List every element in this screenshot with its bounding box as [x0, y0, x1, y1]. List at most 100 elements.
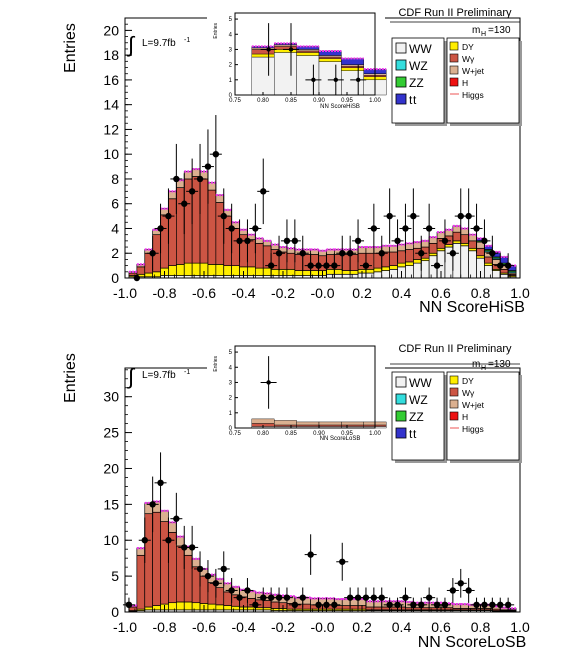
legend-label: H: [462, 412, 468, 422]
data-point: [489, 601, 496, 609]
y-tick-label: 10: [103, 146, 119, 162]
legend-label-second-letter: t: [413, 93, 417, 107]
y-tick-label: 4: [229, 365, 233, 371]
legend-swatch: [449, 411, 459, 421]
histogram-bar: [296, 421, 320, 426]
total-uncertainty-band: [128, 167, 517, 273]
histogram-bar: [349, 270, 359, 275]
data-point: [370, 594, 378, 601]
axes-frame: [234, 345, 376, 429]
histogram-bar: [152, 511, 161, 606]
x-axis: -1.0 -0.8 -0.6 -0.4 -0.2 -0.0 0.2 0.4 0.6 0.8 1.0: [113, 605, 530, 635]
mass-subscript: H: [481, 31, 486, 38]
lumi-label: L=9.7fb: [142, 38, 176, 49]
y-axis: 0 1 2 3 4 5: [229, 17, 238, 99]
mass-label: m H =130: [472, 25, 511, 38]
x-tick-label: 0.6: [431, 285, 451, 301]
data-point: [418, 250, 425, 257]
data-point: [125, 601, 133, 609]
legend: WW WZ ZZ t t DY Wγ W+jet H Higgs: [391, 371, 522, 463]
data-point: [346, 594, 354, 601]
data-point: [196, 565, 204, 573]
x-tick-label: 0.4: [392, 285, 412, 301]
lumi-label: L=9.7fb: [142, 370, 176, 381]
data-point: [449, 587, 457, 594]
histogram-bar: [296, 424, 320, 427]
x-tick-label: 0.2: [352, 619, 372, 635]
y-tick-label: 1: [229, 411, 233, 417]
data-point: [394, 237, 401, 245]
data-point: [204, 572, 212, 580]
legend-swatch: [395, 93, 407, 105]
total-uncertainty-band: [251, 42, 387, 71]
x-tick-label: 0.8: [471, 619, 491, 635]
legend-label: H: [462, 78, 468, 88]
histogram-bar: [215, 587, 225, 606]
data-point: [356, 77, 361, 83]
histogram-bar: [231, 228, 240, 266]
histogram-bar: [160, 521, 169, 605]
legend-label: W+jet: [462, 400, 485, 410]
y-tick-label: 20: [103, 22, 119, 38]
integral-sign: ∫: [126, 364, 136, 389]
x-tick-label: -0.2: [271, 619, 295, 635]
histogram-bar: [460, 245, 470, 279]
histogram-bar: [294, 254, 304, 271]
x-tick-label: -0.4: [231, 619, 255, 635]
histogram-bar: [341, 65, 364, 68]
histogram-bar: [389, 265, 398, 270]
histogram-bar: [468, 247, 477, 252]
histogram-bar: [428, 242, 438, 254]
histogram-bar: [302, 603, 312, 610]
histogram-bar: [270, 268, 280, 276]
histogram-bar: [274, 52, 297, 96]
legend-label: DY: [462, 376, 474, 386]
legend-swatch: [395, 76, 407, 88]
data-point: [266, 47, 271, 52]
histogram-bar: [436, 247, 446, 252]
data-point: [489, 250, 496, 257]
histogram-bar: [296, 46, 320, 50]
histogram-bar: [262, 600, 272, 609]
histogram-bar: [160, 214, 169, 269]
histogram-bar: [349, 254, 359, 271]
x-tick-label: 1.00: [369, 98, 381, 104]
y-tick-label: 25: [103, 424, 119, 440]
histogram-bar: [215, 264, 225, 276]
data-point: [244, 587, 251, 594]
histogram-bar: [389, 251, 398, 266]
x-axis: -1.0 -0.8 -0.6 -0.4 -0.2 -0.0 0.2 0.4 0.6 0.8 1.0: [113, 271, 530, 301]
histogram-bar: [294, 270, 304, 276]
x-tick-label: 0.95: [341, 98, 353, 104]
data-point: [149, 501, 156, 508]
data-point: [449, 250, 457, 257]
histogram-bar: [286, 252, 296, 270]
series-wjet: [128, 168, 517, 275]
data-point: [333, 77, 338, 83]
y-tick-label: 2: [111, 245, 119, 261]
histogram-bar: [405, 249, 414, 263]
data-point: [504, 262, 512, 269]
histogram-bar: [168, 190, 177, 200]
x-axis-label: NN ScoreLoSB: [320, 436, 361, 442]
legend-swatch: [449, 387, 459, 397]
histogram-bar: [381, 266, 391, 271]
data-point: [228, 225, 235, 232]
legend-label: ZZ: [409, 76, 424, 90]
mass-symbol: m: [472, 25, 480, 36]
histogram-bar: [274, 420, 297, 426]
data-points: [260, 356, 277, 409]
x-tick-label: 0.75: [229, 98, 241, 104]
legend-label: WW: [409, 42, 432, 56]
mass-value: =130: [488, 25, 511, 36]
data-point: [181, 200, 188, 207]
series-w: [128, 511, 517, 611]
histogram-bar: [420, 257, 430, 262]
legend-label: WZ: [409, 393, 428, 407]
histogram-bar: [341, 67, 364, 71]
data-point: [157, 479, 164, 487]
data-point: [141, 537, 148, 544]
data-point: [323, 262, 330, 269]
data-point: [410, 212, 417, 220]
data-point: [402, 225, 409, 232]
